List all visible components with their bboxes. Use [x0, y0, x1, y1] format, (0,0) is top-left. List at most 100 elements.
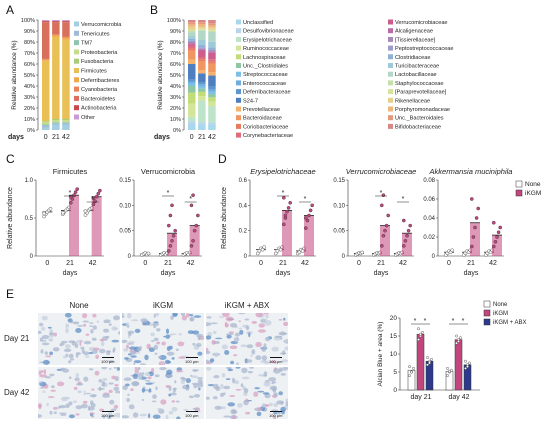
panel-letter-b: B	[150, 3, 158, 17]
bar-segment	[52, 120, 60, 123]
legend-swatch	[388, 89, 393, 95]
data-point	[386, 213, 391, 218]
x-tick-label: 21	[377, 260, 385, 267]
data-point	[255, 251, 260, 256]
legend-entry: Fusobacteria	[81, 59, 114, 65]
bar-segment	[208, 23, 216, 26]
data-point	[275, 249, 280, 253]
data-point	[450, 248, 455, 253]
legend-swatch	[388, 28, 393, 34]
data-point	[310, 203, 315, 208]
bar-segment	[42, 20, 50, 22]
data-point	[457, 339, 460, 343]
micrograph-tile: 100 μm	[38, 313, 120, 365]
bar-segment	[62, 36, 70, 38]
bar-segment	[198, 26, 206, 29]
y-tick-label: 20	[390, 315, 398, 322]
legend-entry: Enterococcaceae	[243, 81, 286, 87]
x-tick-label: 0	[143, 260, 147, 267]
legend-entry: Unclassified	[243, 20, 273, 26]
bar-segment	[52, 22, 60, 35]
bar-segment	[208, 72, 216, 76]
significance-star: *	[304, 196, 307, 203]
legend-entry: Firmicutes	[81, 69, 107, 75]
legend-entry: Verrucomicrobia	[81, 22, 122, 28]
legend-swatch	[388, 106, 393, 112]
y-tick-label: 0.05	[119, 229, 131, 235]
micrograph-row-label: Day 21	[4, 334, 30, 343]
scale-bar-label: 100 μm	[185, 359, 199, 364]
legend-entry: Lachnospiraceae	[243, 55, 286, 61]
bar-segment	[198, 82, 206, 85]
data-point	[493, 239, 498, 244]
bar-segment	[62, 20, 70, 22]
significance-star: *	[414, 318, 417, 325]
bar-segment	[198, 124, 206, 130]
data-point	[257, 249, 262, 253]
bar-segment	[208, 94, 216, 98]
y-tick-label: 0.15	[333, 178, 345, 184]
micrograph-column-label: iKGM	[153, 301, 173, 310]
x-tick-label: 0	[447, 260, 451, 267]
legend-entry: None	[493, 302, 508, 308]
data-point	[466, 365, 469, 368]
data-point	[491, 244, 496, 249]
y-tick-label: 0.4	[239, 203, 248, 209]
data-point	[173, 228, 177, 233]
bar-segment	[52, 123, 60, 125]
y-tick-label: 5	[393, 369, 397, 376]
x-tick-label: 21	[66, 260, 74, 267]
bar-segment	[188, 29, 196, 31]
legend-entry: None	[525, 181, 541, 188]
data-point	[405, 233, 409, 238]
bar-segment	[188, 38, 196, 41]
legend-swatch	[74, 77, 79, 83]
legend-entry: TM7	[81, 41, 92, 47]
bar-segment	[42, 22, 50, 59]
bar-segment	[52, 20, 60, 22]
bar-segment	[62, 22, 70, 37]
y-axis-label: Relative abundance (%)	[11, 40, 18, 109]
data-point	[168, 244, 173, 248]
data-point	[408, 365, 411, 368]
legend-entry: iKGM + ABX	[493, 320, 527, 326]
data-point	[48, 207, 53, 211]
bar-segment	[208, 31, 216, 42]
bar-segment	[188, 46, 196, 49]
micrograph-tile: 100 μm	[206, 367, 288, 419]
bar-segment	[208, 41, 216, 48]
data-point	[189, 203, 194, 208]
x-axis-label: days	[63, 270, 78, 277]
y-tick-label: 0.08	[423, 178, 435, 184]
bar-segment	[188, 40, 196, 42]
legend-entry: Erysipelotrichaceae	[243, 37, 292, 43]
legend-entry: Verrucomicrobiaceae	[395, 20, 448, 26]
data-point	[360, 250, 365, 255]
mean-bar	[69, 195, 79, 256]
micrograph-tile: 100 μm	[122, 367, 204, 419]
bar-segment	[198, 30, 206, 40]
y-tick-label: 30%	[170, 95, 181, 101]
bar-segment	[188, 48, 196, 51]
data-point	[308, 208, 313, 213]
scale-bar	[186, 411, 198, 412]
significance-star: *	[91, 196, 94, 203]
data-point	[476, 206, 481, 211]
bar-segment	[188, 92, 196, 104]
data-point	[464, 359, 467, 363]
tissue-image	[206, 313, 288, 365]
bar-segment	[188, 79, 196, 82]
y-tick-label: 20%	[170, 106, 181, 112]
bar-segment	[62, 119, 70, 121]
bar-segment	[208, 124, 216, 130]
y-tick-label: 70%	[170, 51, 181, 57]
data-point	[469, 244, 474, 249]
legend-swatch	[236, 19, 241, 25]
x-axis-label: days	[464, 270, 479, 277]
legend-swatch	[483, 300, 491, 308]
legend-entry: Lactobacillaceae	[395, 72, 437, 78]
bar-segment	[42, 127, 50, 130]
bar-segment	[62, 120, 70, 123]
bar-segment	[52, 124, 60, 130]
bar-segment	[188, 103, 196, 117]
